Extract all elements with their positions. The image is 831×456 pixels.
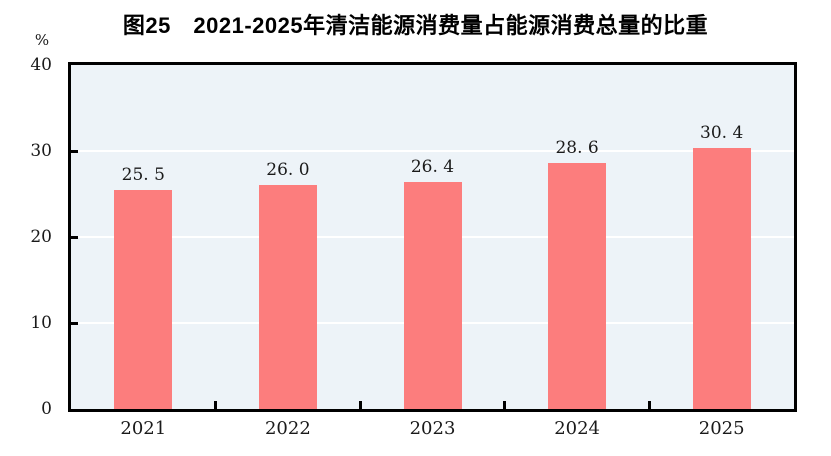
bar-2025 <box>692 147 751 409</box>
x-axis-label-2022: 2022 <box>264 418 311 439</box>
y-axis-tick-30 <box>71 149 78 153</box>
bar-value-2022: 26. 0 <box>266 160 310 181</box>
bar-2024 <box>548 163 607 409</box>
gridline-30 <box>71 150 794 152</box>
y-axis-label-10: 10 <box>30 313 52 333</box>
chart-title: 图25 2021-2025年清洁能源消费量占能源消费总量的比重 <box>122 13 709 38</box>
y-axis-unit-label: % <box>34 31 50 49</box>
bar-value-2023: 26. 4 <box>410 156 455 177</box>
x-axis-tick-4 <box>647 401 651 409</box>
y-axis-tick-10 <box>71 321 78 325</box>
bar-2023 <box>403 181 462 409</box>
bar-value-2021: 25. 5 <box>121 164 165 185</box>
x-axis-tick-1 <box>214 401 218 409</box>
bar-value-2025: 30. 4 <box>700 122 744 143</box>
x-axis-tick-3 <box>503 401 507 409</box>
x-axis-label-2023: 2023 <box>409 418 456 439</box>
bar-2022 <box>258 185 317 409</box>
y-axis-label-30: 30 <box>30 141 52 161</box>
plot-area <box>68 62 797 412</box>
y-axis-tick-20 <box>71 235 78 239</box>
bar-2021 <box>114 189 173 409</box>
x-axis-label-2021: 2021 <box>120 418 167 439</box>
x-axis-label-2024: 2024 <box>554 418 600 439</box>
y-axis-label-0: 0 <box>41 399 52 419</box>
y-axis-label-40: 40 <box>30 55 52 75</box>
y-axis-label-20: 20 <box>30 227 52 247</box>
x-axis-label-2025: 2025 <box>698 418 745 439</box>
bar-value-2024: 28. 6 <box>555 138 599 159</box>
x-axis-tick-2 <box>358 401 362 409</box>
